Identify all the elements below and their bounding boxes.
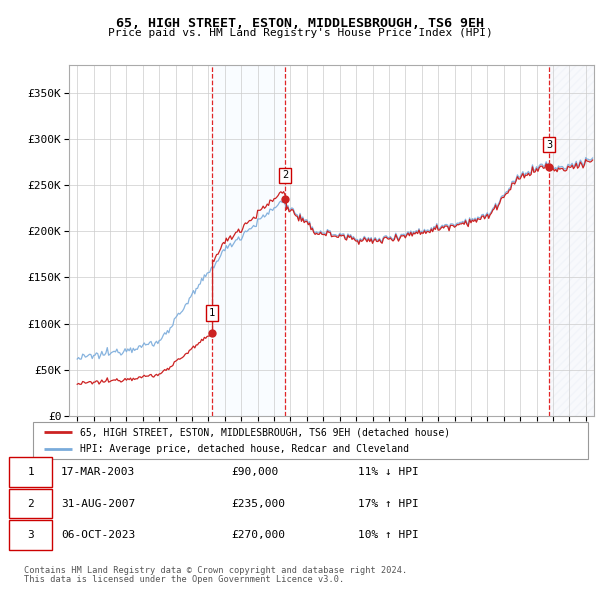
FancyBboxPatch shape xyxy=(9,457,52,487)
Text: Price paid vs. HM Land Registry's House Price Index (HPI): Price paid vs. HM Land Registry's House … xyxy=(107,28,493,38)
Text: 17% ↑ HPI: 17% ↑ HPI xyxy=(358,499,418,509)
Text: 65, HIGH STREET, ESTON, MIDDLESBROUGH, TS6 9EH (detached house): 65, HIGH STREET, ESTON, MIDDLESBROUGH, T… xyxy=(80,427,450,437)
Bar xyxy=(549,65,594,416)
Text: 17-MAR-2003: 17-MAR-2003 xyxy=(61,467,135,477)
Text: 1: 1 xyxy=(209,308,215,318)
Text: 2: 2 xyxy=(28,499,34,509)
Text: £270,000: £270,000 xyxy=(231,530,285,540)
Text: £90,000: £90,000 xyxy=(231,467,278,477)
Text: 11% ↓ HPI: 11% ↓ HPI xyxy=(358,467,418,477)
Text: £235,000: £235,000 xyxy=(231,499,285,509)
Text: 3: 3 xyxy=(28,530,34,540)
Text: 2: 2 xyxy=(282,171,288,181)
Bar xyxy=(212,65,285,416)
Text: Contains HM Land Registry data © Crown copyright and database right 2024.: Contains HM Land Registry data © Crown c… xyxy=(24,566,407,575)
FancyBboxPatch shape xyxy=(9,520,52,550)
Text: 3: 3 xyxy=(546,140,552,150)
Text: This data is licensed under the Open Government Licence v3.0.: This data is licensed under the Open Gov… xyxy=(24,575,344,584)
Text: 1: 1 xyxy=(28,467,34,477)
Text: 06-OCT-2023: 06-OCT-2023 xyxy=(61,530,135,540)
Text: 65, HIGH STREET, ESTON, MIDDLESBROUGH, TS6 9EH: 65, HIGH STREET, ESTON, MIDDLESBROUGH, T… xyxy=(116,17,484,30)
FancyBboxPatch shape xyxy=(9,489,52,519)
Text: 31-AUG-2007: 31-AUG-2007 xyxy=(61,499,135,509)
Text: 10% ↑ HPI: 10% ↑ HPI xyxy=(358,530,418,540)
Text: HPI: Average price, detached house, Redcar and Cleveland: HPI: Average price, detached house, Redc… xyxy=(80,444,409,454)
